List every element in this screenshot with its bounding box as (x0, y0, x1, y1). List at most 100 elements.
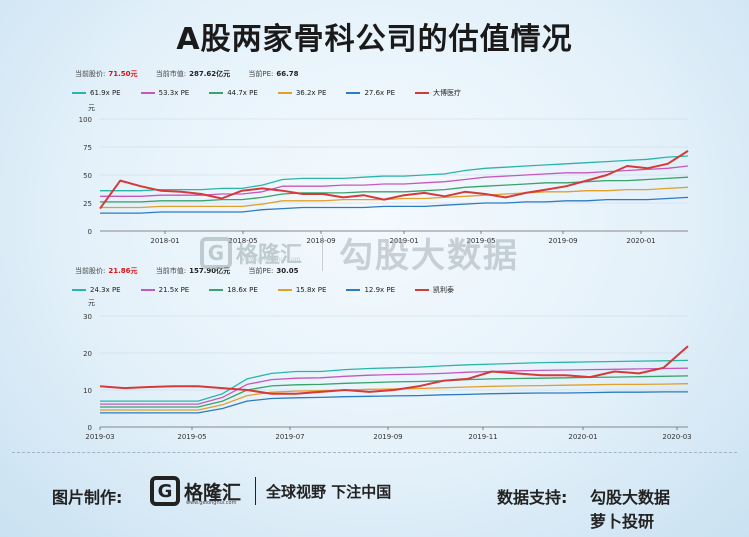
x-tick-label: 2020-01 (568, 433, 597, 441)
legend-label: 21.5x PE (158, 286, 190, 294)
footer-brand: 格隆汇 (184, 481, 242, 504)
legend-swatch (140, 289, 155, 291)
x-tick-label: 2019-05 (466, 237, 495, 245)
legend-swatch (277, 289, 292, 291)
legend-swatch (140, 92, 155, 94)
y-tick-label: 50 (83, 172, 92, 180)
footer-logo: G 格隆汇 www.gelonghui.com 全球视野 下注中国 (150, 476, 391, 506)
y-tick-label: 30 (83, 313, 92, 321)
legend-label: 27.6x PE (364, 89, 396, 97)
price-line (99, 150, 689, 210)
legend-item: 大博医疗 (415, 88, 461, 98)
x-tick-label: 2020-03 (662, 433, 691, 441)
footer-slogan: 全球视野 下注中国 (266, 482, 392, 501)
legend-swatch (415, 289, 430, 291)
legend-swatch (415, 92, 430, 94)
legend-swatch (277, 92, 292, 94)
x-tick-label: 2019-11 (468, 433, 497, 441)
legend-item: 44.7x PE (209, 88, 258, 98)
pe-band-line (100, 196, 689, 214)
footer-divider (12, 452, 737, 453)
price-line (99, 345, 689, 395)
legend-item: 18.6x PE (209, 285, 258, 295)
pe-band-line (100, 176, 689, 203)
legend-item: 24.3x PE (72, 285, 121, 295)
x-tick-label: 2019-07 (275, 433, 304, 441)
mcap-label: 当前市值: (155, 70, 187, 78)
legend-label: 大博医疗 (433, 89, 462, 97)
y-axis-label: 元 (88, 299, 95, 307)
x-tick-label: 2019-09 (548, 237, 577, 245)
chart1-legend: 61.9x PE 53.3x PE 44.7x PE 36.2x PE 27.6x PE… (72, 88, 481, 98)
y-tick-label: 75 (83, 144, 92, 152)
x-tick-label: 2019-09 (373, 433, 402, 441)
pe-band-line (100, 391, 688, 414)
price-value: 71.50元 (108, 70, 138, 78)
legend-swatch (72, 92, 86, 94)
made-by-label: 图片制作: (52, 488, 123, 507)
legend-label: 44.7x PE (227, 89, 258, 97)
mcap-value: 287.62亿元 (189, 70, 231, 78)
watermark-divider (322, 234, 324, 271)
legend-label: 12.9x PE (364, 286, 396, 294)
data-support-1: 勾股大数据 (590, 488, 671, 507)
y-tick-label: 0 (88, 424, 92, 432)
legend-swatch (209, 92, 224, 94)
price-label: 当前股价: (75, 70, 106, 78)
watermark: G 格隆汇 www.gelonghui.com 勾股大数据 (200, 228, 519, 277)
legend-label: 15.8x PE (295, 286, 327, 294)
legend-swatch (346, 289, 361, 291)
y-axis-label: 元 (88, 104, 95, 112)
legend-item: 15.8x PE (277, 285, 327, 295)
price-label: 当前股价: (75, 267, 106, 275)
y-tick-label: 25 (83, 200, 92, 208)
watermark-brand: 格隆汇 (236, 242, 303, 268)
pe-band-line (100, 367, 689, 405)
data-support-2: 萝卜投研 (590, 512, 655, 531)
y-tick-label: 10 (83, 387, 92, 395)
pe-band-line (100, 359, 689, 402)
y-tick-label: 20 (83, 350, 92, 358)
legend-swatch (72, 289, 86, 291)
watermark-data-brand: 勾股大数据 (339, 236, 520, 276)
chart2-info: 当前股价: 21.86元 当前市值: 157.90亿元 当前PE: 30.05 (75, 266, 315, 276)
legend-item: 12.9x PE (346, 285, 395, 295)
x-tick-label: 2019-05 (177, 433, 206, 441)
legend-item: 27.6x PE (346, 88, 395, 98)
x-tick-label: 2018-05 (228, 237, 257, 245)
pe-value: 66.78 (276, 70, 299, 78)
mcap-value: 157.90亿元 (189, 267, 231, 275)
legend-swatch (346, 92, 361, 94)
chart1-info: 当前股价: 71.50元 当前市值: 287.62亿元 当前PE: 66.78 (75, 69, 315, 79)
footer-logo-divider (255, 477, 257, 505)
x-tick-label: 2020-01 (626, 237, 655, 245)
legend-label: 61.9x PE (90, 89, 121, 97)
footer-url: www.gelonghui.com (186, 500, 237, 506)
price-value: 21.86元 (108, 267, 138, 275)
gelonghui-logo-icon: G (150, 476, 180, 506)
legend-label: 36.2x PE (295, 89, 327, 97)
x-tick-label: 2019-03 (85, 433, 114, 441)
pe-band-line (100, 165, 689, 197)
legend-label: 18.6x PE (227, 286, 258, 294)
x-tick-label: 2018-09 (306, 237, 335, 245)
gelonghui-logo-icon: G (200, 236, 232, 269)
data-support-label: 数据支持: (497, 488, 568, 507)
legend-label: 24.3x PE (90, 286, 121, 294)
y-tick-label: 100 (79, 116, 92, 124)
pe-value: 30.05 (276, 267, 299, 275)
mcap-label: 当前市值: (155, 267, 187, 275)
legend-item: 凯利泰 (415, 285, 454, 295)
x-tick-label: 2019-01 (389, 237, 418, 245)
legend-item: 61.9x PE (72, 88, 121, 98)
pe-band-line (100, 155, 689, 192)
page-title: A股两家骨科公司的估值情况 (176, 22, 573, 57)
legend-item: 53.3x PE (140, 88, 189, 98)
pe-band-line (100, 186, 689, 209)
legend-label: 凯利泰 (433, 286, 455, 294)
pe-label: 当前PE: (248, 70, 274, 78)
pe-label: 当前PE: (248, 267, 274, 275)
legend-item: 36.2x PE (277, 88, 327, 98)
